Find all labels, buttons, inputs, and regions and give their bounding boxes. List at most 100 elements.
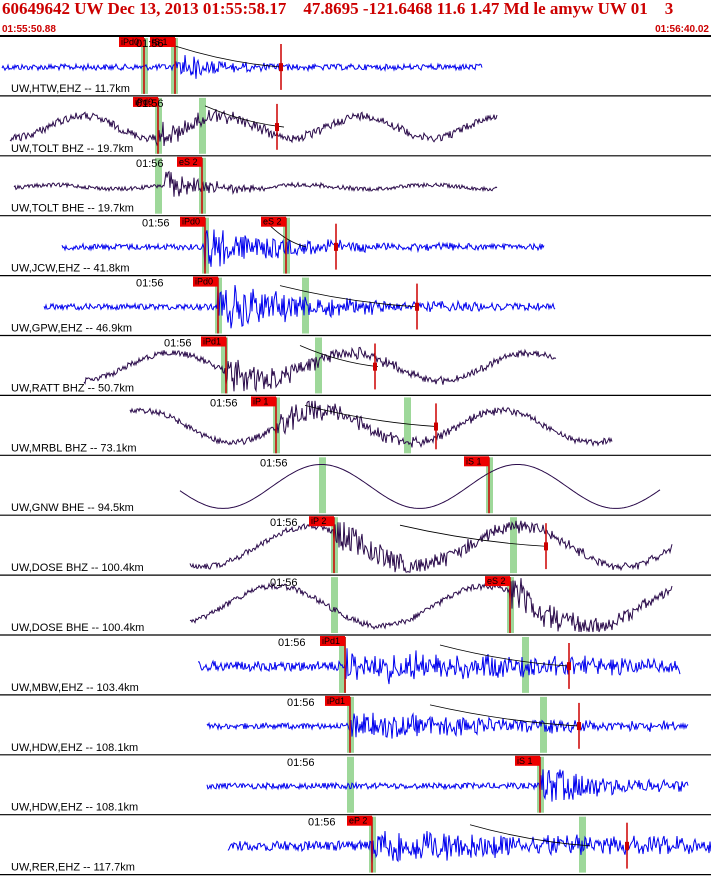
travel-time-curve	[439, 644, 571, 667]
phase-pick-label: iPd1	[322, 636, 340, 646]
amplitude-marker-tick	[275, 123, 279, 132]
station-channel-label: UW,DOSE BHZ -- 100.4km	[11, 562, 144, 574]
waveform-trace[interactable]	[197, 648, 681, 685]
time-tick-label: 01:56	[136, 158, 164, 170]
waveform-trace[interactable]	[129, 400, 613, 449]
phase-pick-label: iPd1	[203, 337, 221, 347]
phase-pick-flag[interactable]	[150, 37, 175, 47]
pick-window-band	[221, 337, 228, 394]
amplitude-marker-tick	[279, 63, 283, 72]
station-channel-label: UW,MBW,EHZ -- 103.4km	[11, 682, 139, 694]
amplitude-marker-tick	[577, 722, 581, 731]
phase-pick-flag[interactable]	[193, 276, 218, 287]
time-tick-label: 01:56	[136, 278, 164, 290]
phase-pick-flag[interactable]	[485, 576, 510, 587]
phase-pick-label: iPd0	[121, 37, 139, 47]
station-channel-label: UW,HDW,EHZ -- 108.1km	[11, 742, 138, 754]
phase-pick-label: iS 1	[152, 37, 168, 47]
phase-pick-flag[interactable]	[261, 216, 286, 227]
time-tick-label: 01:56	[308, 817, 336, 829]
phase-pick-flag[interactable]	[464, 456, 489, 467]
phase-pick-flag[interactable]	[320, 636, 345, 646]
window-start-time: 01:55:50.88	[2, 24, 56, 35]
phase-pick-flag[interactable]	[180, 216, 205, 227]
phase-pick-label: eP 2	[349, 816, 367, 826]
pick-window-band	[404, 397, 411, 454]
window-end-time: 01:56:40.02	[655, 24, 709, 35]
pick-window-band	[540, 696, 547, 753]
phase-pick-flag[interactable]	[251, 396, 276, 407]
travel-time-curve	[269, 225, 307, 248]
pick-window-band	[331, 577, 338, 633]
travel-time-curve	[174, 45, 283, 68]
phase-pick-flag[interactable]	[347, 815, 372, 826]
phase-pick-flag[interactable]	[177, 156, 202, 167]
pick-window-band	[510, 517, 517, 574]
station-channel-label: UW,RATT BHZ -- 50.7km	[11, 382, 134, 394]
phase-pick-label: eS 2	[179, 157, 198, 167]
phase-pick-label: eS 2	[487, 576, 506, 586]
station-channel-label: UW,HDW,EHZ -- 108.1km	[11, 802, 138, 814]
travel-time-curve	[304, 405, 438, 427]
station-channel-label: UW,MRBL BHZ -- 73.1km	[11, 442, 137, 454]
waveform-trace[interactable]	[206, 712, 689, 739]
amplitude-marker-tick	[567, 662, 571, 671]
pick-window-band	[302, 277, 309, 334]
phase-pick-label: iPd0	[135, 97, 153, 107]
phase-pick-flag[interactable]	[325, 695, 350, 706]
amplitude-marker-tick	[373, 362, 377, 371]
phase-pick-flag[interactable]	[119, 37, 144, 47]
phase-pick-flag[interactable]	[201, 336, 226, 347]
amplitude-marker-tick	[334, 242, 338, 251]
travel-time-curve	[469, 824, 591, 847]
waveform-trace[interactable]	[43, 284, 556, 329]
station-channel-label: UW,GPW,EHZ -- 46.9km	[11, 323, 132, 335]
station-channel-label: UW,TOLT BHE -- 19.7km	[11, 203, 134, 215]
time-tick-label: 01:56	[164, 338, 192, 350]
waveform-trace[interactable]	[189, 578, 673, 633]
time-tick-label: 01:56	[287, 757, 315, 769]
pick-window-band	[199, 97, 206, 154]
phase-pick-flag[interactable]	[515, 755, 540, 766]
travel-time-curve	[399, 524, 548, 547]
time-tick-label: 01:56	[142, 218, 170, 230]
phase-pick-label: eS 2	[263, 217, 282, 227]
travel-time-curve	[429, 704, 581, 727]
phase-pick-flag[interactable]	[133, 96, 158, 107]
waveform-trace[interactable]	[189, 520, 673, 573]
time-tick-label: 01:56	[270, 517, 298, 529]
phase-pick-label: iPd1	[327, 696, 345, 706]
waveform-trace[interactable]	[61, 229, 545, 271]
phase-pick-label: iS 1	[466, 456, 482, 466]
waveform-trace[interactable]	[227, 830, 711, 865]
station-channel-label: UW,TOLT BHZ -- 19.7km	[11, 143, 133, 155]
time-tick-label: 01:56	[287, 697, 315, 709]
pick-window-band	[319, 457, 326, 514]
waveform-trace[interactable]	[13, 170, 498, 197]
phase-pick-label: iP 1	[253, 396, 268, 406]
time-tick-label: 01:56	[260, 457, 288, 469]
travel-time-curve	[299, 345, 379, 368]
event-header-title: 60649642 UW Dec 13, 2013 01:55:58.17 47.…	[2, 0, 674, 18]
time-tick-label: 01:56	[136, 38, 164, 50]
phase-pick-label: iPd0	[195, 277, 213, 287]
station-channel-label: UW,GNW BHE -- 94.5km	[11, 502, 134, 514]
waveform-trace[interactable]	[1, 55, 483, 79]
phase-pick-label: iS 1	[517, 756, 533, 766]
phase-pick-label: iPd0	[182, 217, 200, 227]
amplitude-marker-tick	[544, 542, 548, 551]
waveform-trace[interactable]	[9, 109, 498, 147]
amplitude-marker-tick	[415, 302, 419, 311]
station-channel-label: UW,DOSE BHE -- 100.4km	[11, 622, 144, 634]
pick-window-band	[347, 756, 354, 813]
phase-pick-flag[interactable]	[309, 516, 334, 527]
waveform-trace[interactable]	[179, 464, 661, 509]
waveform-trace[interactable]	[83, 346, 557, 393]
amplitude-marker-tick	[625, 841, 629, 850]
amplitude-marker-tick	[434, 422, 438, 431]
waveform-trace[interactable]	[206, 769, 689, 802]
travel-time-curve	[279, 285, 418, 308]
time-tick-label: 01:56	[136, 98, 164, 110]
time-tick-label: 01:56	[270, 577, 298, 589]
